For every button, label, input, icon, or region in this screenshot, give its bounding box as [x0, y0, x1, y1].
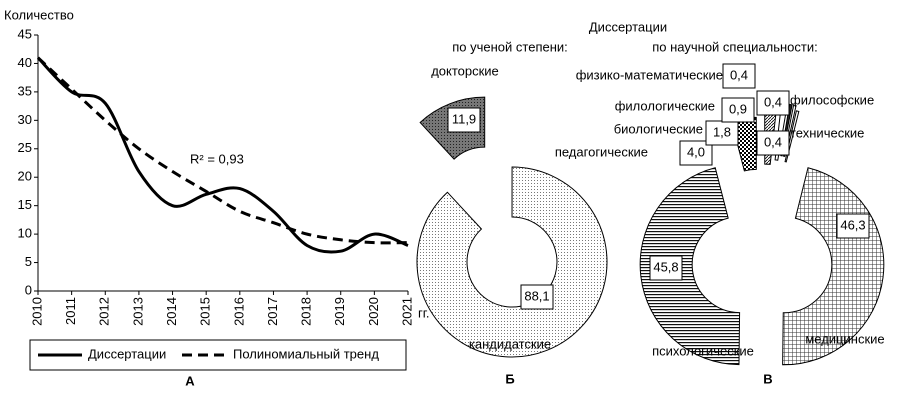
x-tick-label: 2016 [231, 297, 246, 326]
value-label-box [721, 97, 755, 123]
category-label: биологические [614, 121, 703, 136]
value-label: 11,9 [452, 111, 476, 126]
y-tick-label: 10 [18, 226, 32, 241]
value-label-box [756, 130, 790, 156]
value-label: 0,4 [730, 67, 748, 82]
x-tick-label: 2010 [29, 297, 44, 326]
x-tick-label: 2021 [399, 297, 414, 326]
value-label-box [756, 90, 790, 116]
y-tick-label: 25 [18, 140, 32, 155]
value-label: 45,8 [653, 259, 678, 274]
x-tick-label: 2013 [130, 297, 145, 326]
annotation: R² = 0,93 [190, 151, 244, 166]
y-tick-label: 45 [18, 26, 32, 41]
value-label: 1,8 [713, 124, 731, 139]
x-tick-label: 2019 [332, 297, 347, 326]
value-label: 46,3 [840, 217, 865, 232]
value-label-box [836, 213, 870, 239]
series-line [36, 56, 409, 254]
x-tick-label: 2017 [265, 297, 280, 326]
y-tick-label: 20 [18, 169, 32, 184]
value-label: 4,0 [687, 144, 705, 159]
figure-heading: Диссертации [589, 19, 667, 34]
value-label: 88,1 [524, 288, 549, 303]
donut-slice [639, 167, 741, 366]
panel-label: А [185, 373, 195, 388]
chart-subtitle: по научной специальности: [652, 39, 818, 54]
category-label: психологические [652, 343, 754, 358]
y-tick-label: 30 [18, 112, 32, 127]
value-label-box [649, 255, 683, 281]
x-tick-label: 2011 [63, 297, 78, 325]
category-label: философские [790, 92, 874, 107]
x-tick-label: 2018 [299, 297, 314, 326]
x-tick-label: 2012 [97, 297, 112, 326]
y-tick-label: 35 [18, 83, 32, 98]
y-tick-label: 5 [25, 254, 32, 269]
x-tick-label: 2015 [198, 297, 213, 326]
panel-label: Б [505, 371, 514, 386]
y-axis-label: Количество [4, 7, 74, 22]
category-label: филологические [615, 98, 715, 113]
y-tick-label: 40 [18, 55, 32, 70]
chart-subtitle: по ученой степени: [452, 39, 568, 54]
legend-label: Диссертации [88, 346, 166, 361]
value-label-box [705, 120, 739, 146]
value-label-box [520, 284, 554, 310]
value-label: 0,4 [764, 94, 782, 109]
category-label: кандидатские [469, 336, 551, 351]
category-label: педагогические [555, 144, 648, 159]
category-label: технические [790, 125, 864, 140]
series-line [36, 56, 409, 245]
x-axis-unit: гг. [418, 305, 430, 320]
category-label: физико-математические [576, 67, 723, 82]
legend-label: Полиномиальный тренд [233, 346, 379, 361]
x-tick-label: 2020 [366, 297, 381, 326]
x-tick-label: 2014 [164, 297, 179, 326]
category-label: медицинские [805, 331, 884, 346]
y-tick-label: 15 [18, 197, 32, 212]
value-label: 0,4 [764, 134, 782, 149]
y-tick-label: 0 [25, 282, 32, 297]
value-label: 0,9 [729, 101, 747, 116]
category-label: докторские [431, 63, 499, 78]
value-label-box [722, 63, 756, 89]
value-label-box [447, 107, 481, 133]
donut-slice [416, 166, 608, 358]
panel-label: В [763, 371, 772, 386]
